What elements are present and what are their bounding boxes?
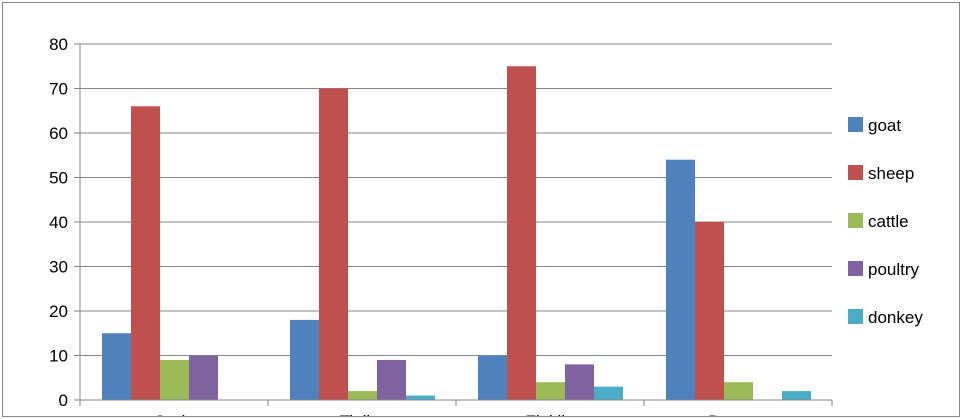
- bar-cattle-tinike: [348, 391, 377, 400]
- bars: [102, 66, 811, 401]
- legend-swatch-cattle: [848, 213, 863, 228]
- legend-swatch-sheep: [848, 165, 863, 180]
- y-tick-label: 0: [59, 391, 68, 410]
- bar-sheep-damota: [695, 222, 724, 400]
- bar-goat-gode: [102, 333, 131, 400]
- x-category-label: Tinike: [340, 412, 385, 416]
- bar-chart: 0 10 20 30 40 50 60 70 80 Gode Tinike Finkile Damota…: [49, 35, 923, 416]
- legend-label-goat: goat: [868, 116, 901, 135]
- bar-cattle-finkile: [536, 382, 565, 400]
- bar-cattle-damota: [724, 382, 753, 400]
- bar-sheep-tinike: [319, 88, 348, 400]
- bar-donkey-finkile: [594, 386, 623, 400]
- legend-swatch-donkey: [848, 309, 863, 324]
- y-tick-label: 80: [49, 35, 68, 54]
- legend-label-donkey: donkey: [868, 308, 923, 327]
- x-category-label: Gode: [153, 412, 195, 416]
- bar-poultry-tinike: [377, 359, 406, 400]
- bar-goat-finkile: [478, 355, 507, 400]
- legend-label-poultry: poultry: [868, 260, 920, 279]
- legend-label-sheep: sheep: [868, 164, 914, 183]
- axes: 0 10 20 30 40 50 60 70 80 Gode Tinike Finkile Damota: [49, 35, 833, 416]
- bar-cattle-gode: [160, 359, 189, 400]
- bar-goat-damota: [666, 159, 695, 400]
- bar-sheep-finkile: [507, 66, 536, 400]
- bar-poultry-finkile: [565, 364, 594, 400]
- legend-swatch-poultry: [848, 261, 863, 276]
- legend-swatch-goat: [848, 117, 863, 132]
- y-tick-label: 60: [49, 124, 68, 143]
- x-category-label: Finkile: [525, 412, 574, 416]
- y-tick-label: 20: [49, 302, 68, 321]
- y-tick-label: 70: [49, 80, 68, 99]
- bar-sheep-gode: [131, 106, 160, 401]
- bar-goat-tinike: [290, 319, 319, 400]
- legend-label-cattle: cattle: [868, 212, 909, 231]
- bar-donkey-tinike: [406, 395, 435, 400]
- y-tick-label: 30: [49, 258, 68, 277]
- y-tick-label: 10: [49, 347, 68, 366]
- bar-donkey-damota: [782, 391, 811, 400]
- legend: goat sheep cattle poultry donkey: [848, 116, 923, 327]
- y-tick-label: 50: [49, 169, 68, 188]
- bar-poultry-gode: [189, 355, 218, 400]
- x-category-label: Damota: [708, 412, 768, 416]
- gridlines: [80, 43, 832, 356]
- y-tick-label: 40: [49, 213, 68, 232]
